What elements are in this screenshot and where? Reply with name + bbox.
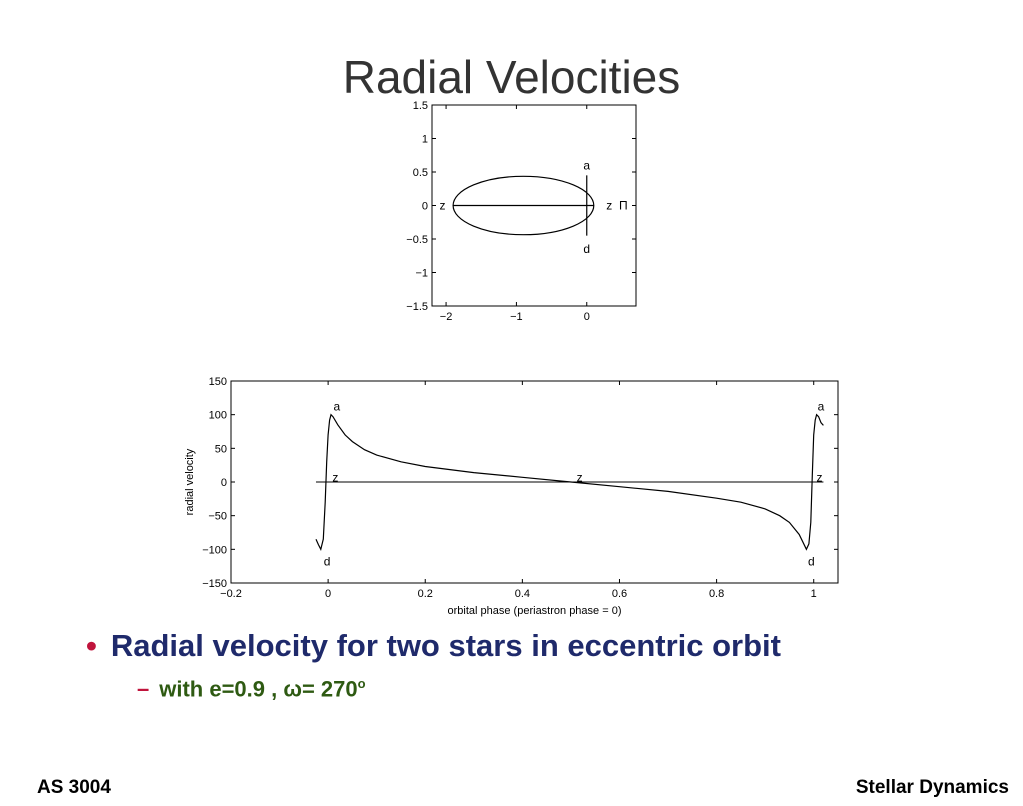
orbit-y-tick-label: 0 [422, 201, 428, 213]
bullet-text: Radial velocity for two stars in eccentr… [110, 628, 781, 663]
orbit-annotation-label: z [606, 199, 612, 213]
radial-velocity-x-tick-label: 0.8 [709, 588, 724, 600]
slide-title: Radial Velocities [342, 51, 681, 103]
radial-velocity-y-tick-label: 50 [215, 443, 227, 455]
radial-velocity-annotation-label: a [818, 400, 825, 414]
radial-velocity-x-tick-label: 0 [325, 588, 331, 600]
sub-bullet-prefix: with e=0.9 , [159, 676, 284, 702]
degree-mark: o [357, 676, 366, 691]
orbit-annotation-label: a [583, 158, 590, 172]
radial-velocity-x-tick-label: 0.4 [515, 588, 530, 600]
bullet-item: • Radial velocity for two stars in eccent… [86, 628, 781, 664]
orbit-annotation-label: Π [619, 199, 628, 213]
orbit-annotation-label: d [583, 242, 590, 256]
bullet-dot: • [86, 628, 97, 663]
omega-symbol: ω [283, 676, 302, 702]
orbit-y-tick-label: 1 [422, 134, 428, 146]
radial-velocity-x-tick-label: 0.6 [612, 588, 627, 600]
radial-velocity-y-tick-label: −50 [208, 511, 227, 523]
radial-velocity-annotation-label: z [332, 470, 338, 484]
radial-velocity-y-tick-label: −100 [202, 544, 227, 556]
radial-velocity-x-tick-label: 0.2 [418, 588, 433, 600]
radial-velocity-curve [315, 413, 824, 552]
orbit-x-tick-label: −2 [440, 311, 453, 323]
radial-velocity-y-axis-label: radial velocity [184, 448, 196, 515]
footer-course-code: AS 3004 [37, 777, 111, 798]
radial-velocity-chart [230, 380, 839, 584]
orbit-y-tick-label: −0.5 [406, 234, 428, 246]
sub-bullet-item: – with e=0.9 , ω= 270o [137, 676, 366, 702]
sub-bullet-value: = 270 [301, 676, 358, 702]
orbit-x-tick-label: −1 [510, 311, 523, 323]
orbit-x-tick-label: 0 [584, 311, 590, 323]
radial-velocity-y-tick-label: 0 [221, 477, 227, 489]
radial-velocity-x-tick-label: −0.2 [220, 588, 242, 600]
radial-velocity-annotation-label: a [334, 400, 341, 414]
radial-velocity-annotation-label: d [324, 554, 331, 568]
radial-velocity-annotation-label: d [808, 554, 815, 568]
orbit-y-tick-label: −1.5 [406, 301, 428, 313]
sub-bullet-dash: – [137, 676, 150, 702]
orbit-y-tick-label: 1.5 [413, 100, 428, 112]
orbit-chart [431, 104, 637, 307]
radial-velocity-x-axis-label: orbital phase (periastron phase = 0) [448, 605, 622, 617]
radial-velocity-y-tick-label: 150 [209, 376, 227, 388]
radial-velocity-annotation-label: z [817, 470, 823, 484]
radial-velocity-y-tick-label: 100 [209, 410, 227, 422]
radial-velocity-y-tick-label: −150 [202, 578, 227, 590]
orbit-y-tick-label: −1 [415, 268, 428, 280]
radial-velocity-x-tick-label: 1 [811, 588, 817, 600]
radial-velocity-annotation-label: z [577, 470, 583, 484]
orbit-annotation-label: z [440, 199, 446, 213]
orbit-y-tick-label: 0.5 [413, 167, 428, 179]
footer-course-title: Stellar Dynamics [855, 777, 1009, 798]
